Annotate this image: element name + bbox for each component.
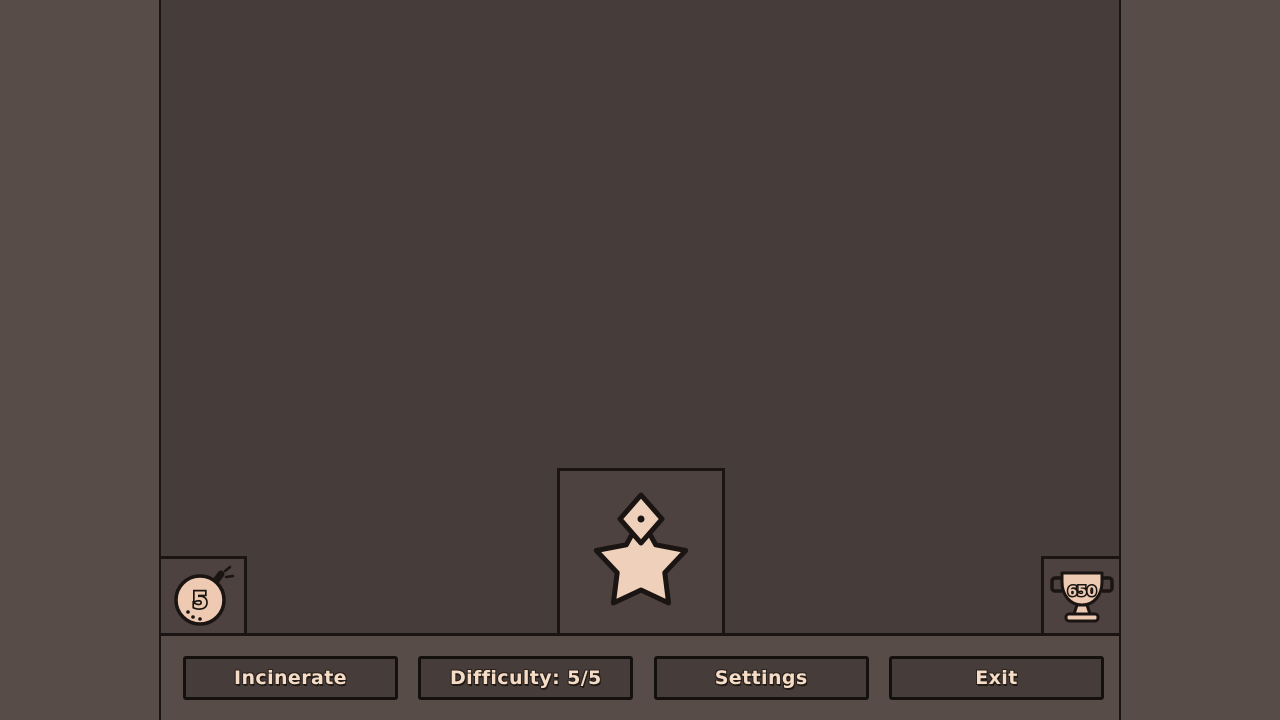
trophy-icon: 650	[1049, 571, 1114, 622]
difficulty-button[interactable]: Difficulty: 5/5	[418, 656, 634, 700]
target-box	[557, 468, 725, 633]
target-star-icon	[593, 492, 689, 605]
bomb-count-label: 5	[192, 589, 207, 614]
bottom-bar: Incinerate Difficulty: 5/5 Settings Exit	[161, 636, 1119, 720]
bomb-icon: 5	[173, 565, 234, 626]
exit-button[interactable]: Exit	[888, 656, 1104, 700]
score-counter: 650	[1041, 556, 1119, 633]
trophy-count-label: 650	[1067, 584, 1096, 600]
bomb-counter[interactable]: 5	[161, 556, 247, 633]
incinerate-button[interactable]: Incinerate	[183, 656, 398, 700]
playfield[interactable]: 5 650	[161, 0, 1119, 636]
play-panel: 5 650 Incinerate Difficulty: 5/5 Setting…	[159, 0, 1121, 720]
settings-button[interactable]: Settings	[653, 656, 869, 700]
